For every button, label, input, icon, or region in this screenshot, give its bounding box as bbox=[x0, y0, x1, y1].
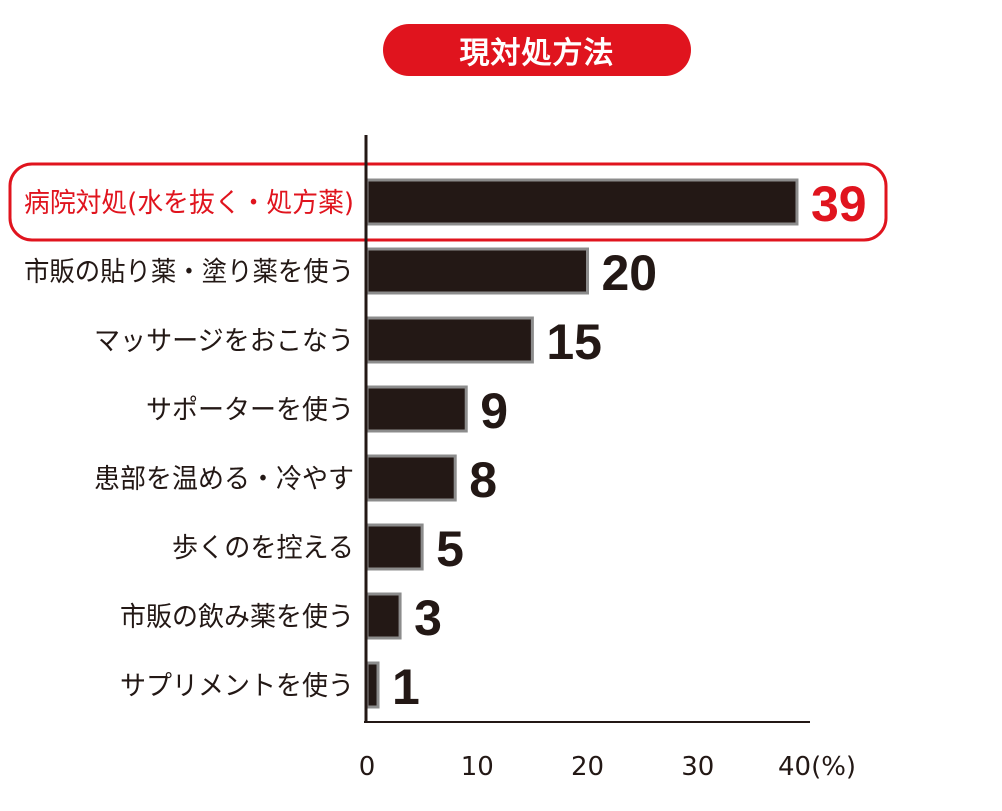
bar bbox=[365, 178, 799, 226]
category-label: 病院対処(水を抜く・処方薬) bbox=[24, 188, 354, 219]
data-label: 20 bbox=[602, 245, 658, 301]
bar bbox=[365, 592, 402, 640]
data-label: 5 bbox=[436, 521, 464, 577]
category-label: 歩くのを控える bbox=[172, 533, 354, 564]
category-label: マッサージをおこなう bbox=[94, 326, 354, 357]
chart-title: 現対処方法 bbox=[383, 24, 691, 76]
data-label: 3 bbox=[414, 590, 442, 646]
x-tick-label: 30 bbox=[681, 752, 714, 782]
bar bbox=[365, 661, 380, 709]
x-tick-label: 0 bbox=[359, 752, 376, 782]
x-tick-label: 40(%) bbox=[778, 752, 856, 782]
bar bbox=[365, 247, 589, 295]
data-label: 15 bbox=[546, 314, 602, 370]
category-label: 患部を温める・冷やす bbox=[94, 464, 354, 495]
x-tick-label: 10 bbox=[461, 752, 494, 782]
category-label: 市販の貼り薬・塗り薬を使う bbox=[24, 257, 354, 288]
bar bbox=[365, 454, 457, 502]
data-label: 39 bbox=[811, 176, 867, 232]
data-label: 8 bbox=[469, 452, 497, 508]
bar bbox=[365, 316, 534, 364]
category-label: サプリメントを使う bbox=[120, 671, 354, 702]
data-label: 9 bbox=[480, 383, 508, 439]
data-label: 1 bbox=[392, 659, 420, 715]
bar bbox=[365, 385, 468, 433]
category-label: 市販の飲み薬を使う bbox=[120, 602, 354, 633]
bar bbox=[365, 523, 424, 571]
category-label: サポーターを使う bbox=[146, 395, 354, 426]
x-tick-label: 20 bbox=[571, 752, 604, 782]
highlight-frame bbox=[8, 162, 888, 242]
